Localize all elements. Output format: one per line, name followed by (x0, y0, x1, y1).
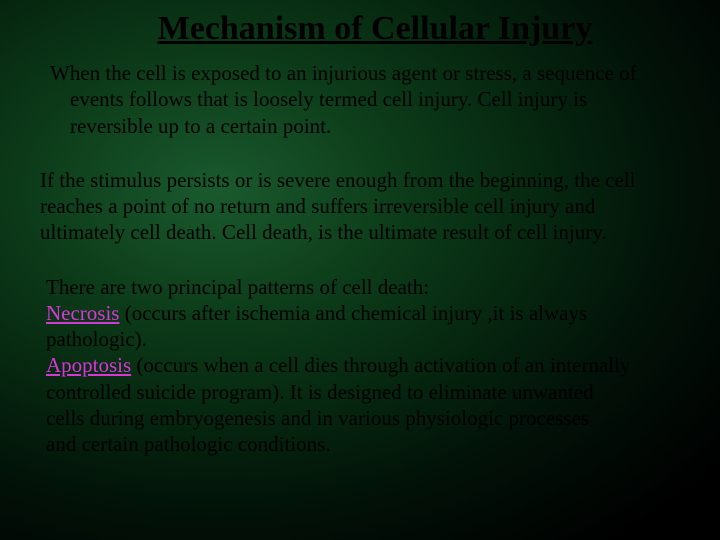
para3-apoptosis-text1: (occurs when a cell dies through activat… (131, 353, 630, 377)
para2-text-line2: reaches a point of no return and suffers… (40, 194, 595, 218)
paragraph-1: When the cell is exposed to an injurious… (40, 60, 680, 139)
para2-text-line3: ultimately cell death. Cell death, is th… (40, 220, 607, 244)
paragraph-2: If the stimulus persists or is severe en… (40, 167, 680, 246)
para3-necrosis-text2: pathologic). (46, 327, 147, 351)
keyword-apoptosis: Apoptosis (46, 353, 131, 377)
para1-text-line2: events follows that is loosely termed ce… (70, 87, 587, 111)
para3-intro: There are two principal patterns of cell… (46, 275, 429, 299)
keyword-necrosis: Necrosis (46, 301, 119, 325)
para3-necrosis-text1: (occurs after ischemia and chemical inju… (119, 301, 587, 325)
para3-apoptosis-line2: controlled suicide program). It is desig… (46, 380, 594, 404)
para3-apoptosis-line4: and certain pathologic conditions. (46, 432, 331, 456)
para1-text-line3: reversible up to a certain point. (70, 114, 331, 138)
slide-content: Mechanism of Cellular Injury When the ce… (0, 0, 720, 505)
paragraph-3: There are two principal patterns of cell… (40, 274, 680, 458)
para2-text-line1: If the stimulus persists or is severe en… (40, 168, 635, 192)
slide-title: Mechanism of Cellular Injury (70, 10, 680, 48)
para1-text-line1: When the cell is exposed to an injurious… (50, 61, 637, 85)
para3-apoptosis-line3: cells during embryogenesis and in variou… (46, 406, 589, 430)
